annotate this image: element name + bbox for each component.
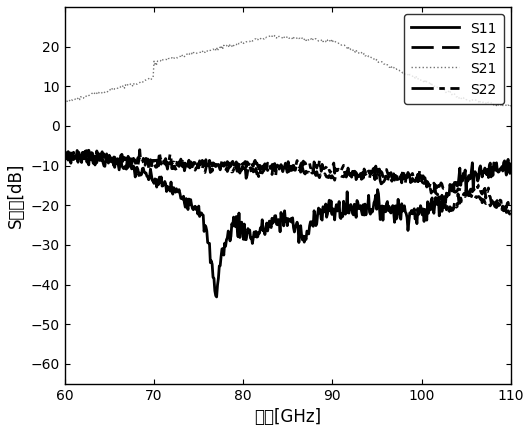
S12 bbox=[62, 148, 68, 153]
S12 bbox=[508, 212, 514, 217]
S22 bbox=[499, 207, 505, 212]
S11 bbox=[429, 195, 435, 200]
S22 bbox=[274, 165, 280, 170]
S12 bbox=[80, 148, 87, 153]
Line: S12: S12 bbox=[65, 150, 511, 214]
S22 bbox=[277, 164, 284, 169]
S21 bbox=[271, 33, 278, 38]
S21 bbox=[274, 33, 280, 39]
S12 bbox=[274, 162, 280, 168]
S12 bbox=[328, 175, 334, 181]
S11 bbox=[499, 164, 505, 169]
S11 bbox=[278, 210, 284, 215]
S22 bbox=[328, 168, 334, 174]
Line: S22: S22 bbox=[65, 150, 511, 212]
S22 bbox=[136, 147, 143, 152]
S21 bbox=[304, 37, 310, 42]
S21 bbox=[277, 35, 284, 40]
S11 bbox=[275, 217, 281, 222]
S12 bbox=[498, 204, 504, 209]
S21 bbox=[328, 40, 334, 45]
S21 bbox=[508, 103, 514, 109]
Line: S21: S21 bbox=[65, 36, 511, 107]
S11 bbox=[329, 212, 335, 217]
Y-axis label: S参数[dB]: S参数[dB] bbox=[7, 163, 25, 228]
S21 bbox=[428, 80, 434, 85]
S22 bbox=[304, 163, 310, 168]
Legend: S11, S12, S21, S22: S11, S12, S21, S22 bbox=[404, 14, 504, 103]
S22 bbox=[445, 210, 451, 215]
S22 bbox=[428, 191, 434, 196]
S11 bbox=[508, 162, 514, 167]
X-axis label: 频率[GHz]: 频率[GHz] bbox=[254, 408, 321, 426]
S21 bbox=[504, 104, 510, 109]
S22 bbox=[508, 208, 514, 213]
S11 bbox=[213, 294, 220, 300]
S11 bbox=[62, 150, 68, 155]
S11 bbox=[82, 149, 88, 154]
S12 bbox=[277, 168, 284, 173]
S12 bbox=[304, 170, 310, 175]
S22 bbox=[62, 151, 68, 156]
S12 bbox=[428, 178, 434, 184]
S21 bbox=[498, 103, 504, 108]
S21 bbox=[62, 99, 68, 104]
S11 bbox=[305, 229, 311, 234]
Line: S11: S11 bbox=[65, 151, 511, 297]
